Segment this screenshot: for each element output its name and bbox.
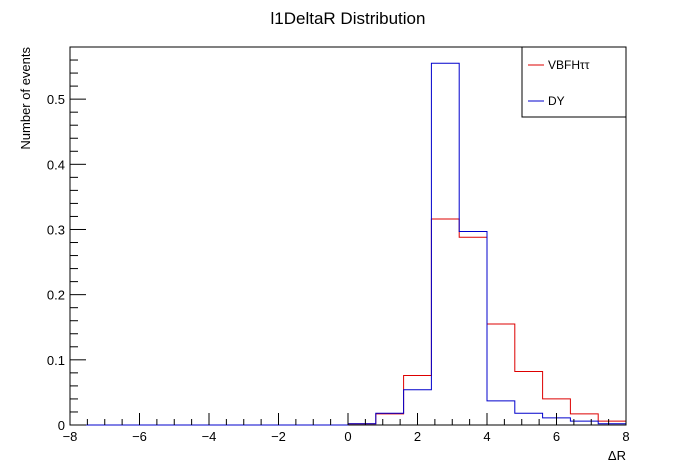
x-axis-label: ΔR (608, 448, 626, 463)
histograms (70, 62, 626, 426)
histogram-series-0 (70, 218, 626, 426)
y-tick-label: 0.2 (47, 288, 65, 303)
y-axis-label: Number of events (18, 47, 33, 150)
y-tick-label: 0 (58, 418, 65, 433)
y-tick-label: 0.4 (47, 157, 65, 172)
x-tick-label: 4 (483, 429, 490, 444)
axes: −8 −6 −4 −2 0 2 4 6 8 0 0.1 0.2 0.3 0.4 0.5 (47, 46, 630, 444)
legend: VBFHττ DY (521, 46, 627, 118)
legend-label-1: DY (548, 94, 565, 108)
histogram-series-1 (70, 62, 626, 426)
x-tick-label: −2 (271, 429, 286, 444)
x-tick-label: −6 (132, 429, 147, 444)
x-tick-label: 0 (344, 429, 351, 444)
x-tick-label: 2 (414, 429, 421, 444)
x-tick-label: −8 (63, 429, 78, 444)
legend-label-0: VBFHττ (548, 58, 590, 72)
y-tick-label: 0.3 (47, 222, 65, 237)
chart-title: l1DeltaR Distribution (271, 9, 426, 28)
x-tick-label: 6 (553, 429, 560, 444)
x-tick-label: −4 (202, 429, 217, 444)
y-tick-label: 0.5 (47, 92, 65, 107)
x-tick-label: 8 (622, 429, 629, 444)
legend-box (521, 46, 627, 118)
y-tick-label: 0.1 (47, 353, 65, 368)
